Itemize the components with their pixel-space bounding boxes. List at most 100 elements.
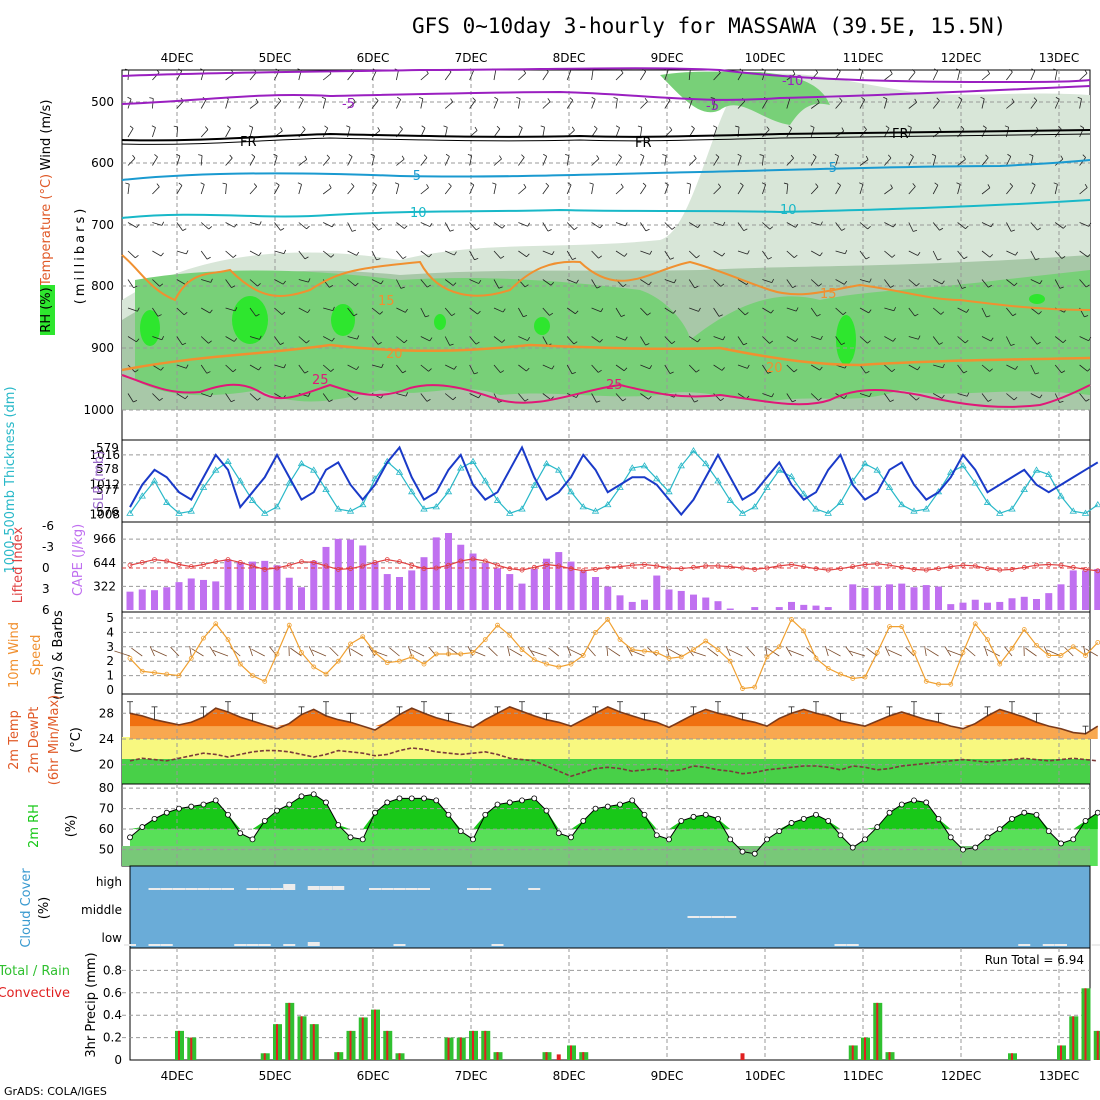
li-marker (801, 564, 807, 569)
wind-barb-flag (494, 96, 499, 100)
wind-barb-flag (865, 155, 869, 160)
day-label-top: 7DEC (455, 51, 488, 65)
wind-barb (225, 184, 227, 195)
wind-barb-flag (308, 278, 311, 283)
wind-speed-marker (421, 661, 427, 667)
wind-barb (664, 155, 667, 166)
wind-speed-marker (654, 650, 660, 655)
cloud-high-bar (271, 888, 283, 890)
wind-speed-marker (335, 658, 341, 664)
wind-barb (1079, 187, 1088, 195)
wind-barb (1006, 336, 1012, 346)
wind-barb-flag (596, 155, 600, 159)
ylabel-temp-2: 2m DewPt (27, 707, 42, 774)
wind-barb-flag (747, 250, 750, 255)
wind-barb (737, 364, 748, 369)
wind-barb-flag (834, 153, 839, 157)
wind-barb-flag (980, 96, 985, 100)
wind-speed-marker (887, 624, 892, 630)
cape-bar (224, 559, 232, 610)
rh-marker (947, 834, 954, 841)
wind-barb (737, 155, 742, 166)
wind-barb (127, 307, 138, 312)
wind-barb-flag (421, 125, 426, 129)
wind-barb (329, 646, 339, 657)
wind-barb (225, 250, 234, 258)
bottom-day-labels: 4DEC 5DEC 6DEC 7DEC 8DEC 9DEC 10DEC 11DEC 12DEC 1… (161, 1069, 1080, 1083)
precip-rain-bar (312, 1024, 315, 1060)
wind-barb (1025, 647, 1037, 657)
cape-bar (690, 594, 697, 610)
wind-barb-flag (987, 399, 992, 402)
y-tick-label: 3 (106, 640, 114, 654)
wind-barb (591, 222, 601, 229)
wind-barb-flag (937, 258, 942, 261)
wind-barb-flag (156, 69, 160, 73)
ylabel-rh: RH (%) (39, 287, 54, 332)
wind-barb-flag (662, 154, 667, 156)
wind-barb (932, 250, 938, 261)
y-tick-label: 6 (42, 603, 50, 617)
wind-barb (859, 364, 867, 374)
wind-barb (127, 128, 134, 138)
cloud-low-bar (283, 944, 296, 946)
wind-barb-flag (720, 398, 725, 402)
cloud-low-bar (1055, 944, 1067, 946)
y-tick-label: 700 (91, 218, 114, 232)
cape-bar (1008, 598, 1016, 610)
wind-barb (908, 102, 917, 109)
wind-speed-marker (936, 681, 941, 687)
rh-marker (261, 818, 268, 824)
wind-barb-flag (939, 227, 944, 231)
wind-barb (322, 157, 330, 166)
wind-barb (713, 186, 721, 195)
wind-barb-flag (275, 182, 280, 186)
rh-bright-patch (232, 296, 268, 344)
wind-barb (396, 307, 406, 313)
wind-barb (249, 307, 257, 317)
precip-rain-bar (496, 1052, 499, 1060)
y-tick-label: 322 (93, 579, 116, 593)
wind-barb (322, 187, 332, 195)
precip-bars (175, 988, 1100, 1060)
wind-barb-flag (234, 307, 238, 312)
wind-barb-flag (258, 252, 262, 256)
wind-barb-flag (137, 307, 140, 312)
wind-barb-flag (598, 369, 602, 373)
wind-barb (762, 99, 768, 109)
y-tick-label: 2 (106, 654, 114, 668)
cape-bar (322, 546, 330, 610)
wind-barb (932, 307, 942, 315)
precip-rain-bar (1011, 1053, 1013, 1060)
wind-barb-flag (450, 98, 454, 103)
cloud-mid-bar (712, 916, 724, 918)
wind-barb-flag (475, 341, 480, 345)
wind-barb (493, 222, 503, 229)
wind-barb-flag (989, 368, 993, 372)
rh-marker (935, 815, 942, 822)
li-marker (593, 567, 598, 572)
wind-barb (225, 98, 229, 109)
wind-barb-flag (771, 393, 775, 398)
wind-barb-flag (820, 335, 823, 340)
wind-barb (1030, 250, 1036, 261)
thickness-marker (1057, 492, 1065, 499)
wind-barb (176, 364, 187, 369)
wind-barb (323, 336, 333, 342)
wind-speed-marker (139, 668, 145, 674)
li-marker (752, 567, 758, 572)
wind-barb (884, 336, 894, 342)
wind-barb-flag (206, 371, 211, 374)
day-label-top: 4DEC (161, 51, 194, 65)
wind-barb-flag (648, 396, 652, 400)
wind-barb (249, 127, 254, 138)
wind-barb (835, 279, 845, 285)
ylabel-precip: 3hr Precip (mm) (84, 952, 99, 1057)
y-tick-label: 0 (114, 1053, 122, 1067)
wind-barb (640, 127, 643, 138)
wind-barb (884, 279, 891, 288)
ylabel-wind-2: Speed (29, 635, 44, 676)
li-marker (237, 560, 243, 565)
wind-barb (786, 364, 795, 373)
